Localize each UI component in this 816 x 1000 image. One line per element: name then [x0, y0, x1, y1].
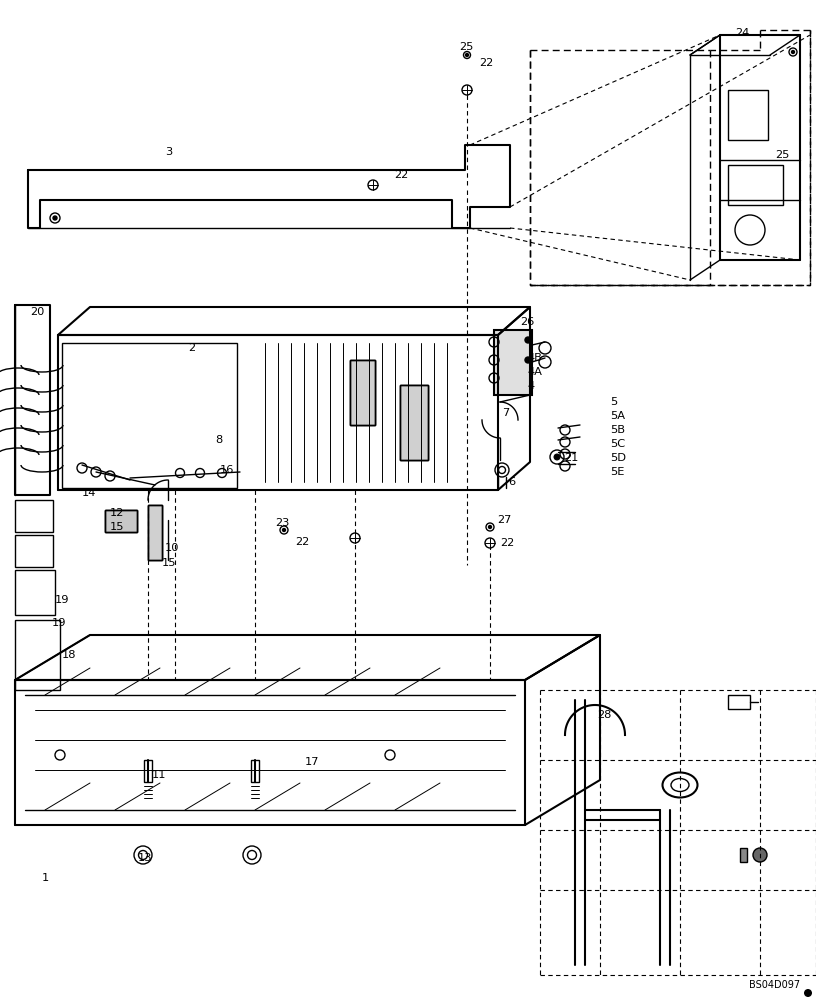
Text: 17: 17	[305, 757, 320, 767]
Text: 4: 4	[528, 381, 535, 391]
Text: 10: 10	[165, 543, 180, 553]
Text: 22: 22	[394, 170, 408, 180]
Bar	[144, 760, 152, 782]
Bar	[350, 360, 375, 425]
Bar	[400, 385, 428, 460]
Bar	[15, 500, 53, 532]
Bar	[740, 848, 747, 862]
Circle shape	[525, 337, 531, 343]
Bar	[400, 385, 428, 460]
Bar	[494, 330, 532, 395]
Text: 7: 7	[502, 408, 509, 418]
Text: 21: 21	[564, 453, 579, 463]
Bar	[148, 505, 162, 560]
Bar	[728, 90, 768, 140]
Text: 20: 20	[30, 307, 44, 317]
Text: BS04D097: BS04D097	[749, 980, 800, 990]
Text: 28: 28	[597, 710, 611, 720]
Circle shape	[804, 989, 812, 997]
Circle shape	[53, 216, 57, 220]
Text: 15: 15	[110, 522, 125, 532]
Text: 8: 8	[215, 435, 222, 445]
Text: 22: 22	[500, 538, 514, 548]
Text: 25: 25	[775, 150, 789, 160]
Circle shape	[525, 357, 531, 363]
Bar	[15, 620, 60, 690]
Text: 6: 6	[508, 477, 515, 487]
Text: 22: 22	[295, 537, 309, 547]
Bar	[728, 165, 783, 205]
Bar	[105, 510, 137, 532]
Text: 5: 5	[610, 397, 617, 407]
Text: 25: 25	[459, 42, 473, 52]
Circle shape	[753, 848, 767, 862]
Text: 1: 1	[42, 873, 49, 883]
Text: 5C: 5C	[610, 439, 625, 449]
Bar	[148, 505, 162, 560]
Text: 5A: 5A	[610, 411, 625, 421]
Bar	[400, 385, 428, 460]
Text: 5E: 5E	[610, 467, 624, 477]
Circle shape	[282, 528, 286, 532]
Text: 4A: 4A	[528, 367, 543, 377]
Text: 3: 3	[165, 147, 172, 157]
Bar	[15, 535, 53, 567]
Bar	[15, 570, 55, 615]
Bar	[728, 695, 750, 709]
Circle shape	[465, 53, 468, 56]
Text: 4B: 4B	[528, 353, 543, 363]
Circle shape	[792, 50, 795, 53]
Text: 16: 16	[220, 465, 234, 475]
Text: 12: 12	[110, 508, 124, 518]
Text: 5D: 5D	[610, 453, 626, 463]
Text: 19: 19	[52, 618, 66, 628]
Circle shape	[554, 454, 560, 460]
Text: 11: 11	[152, 770, 166, 780]
Text: 22: 22	[479, 58, 493, 68]
Bar	[105, 510, 137, 532]
Bar	[251, 760, 259, 782]
Bar	[62, 343, 237, 488]
Text: 27: 27	[497, 515, 512, 525]
Text: 15: 15	[162, 558, 176, 568]
Bar	[350, 360, 375, 425]
Bar	[105, 510, 137, 532]
Circle shape	[489, 526, 491, 528]
Text: 24: 24	[735, 28, 749, 38]
Text: 5B: 5B	[610, 425, 625, 435]
Text: 18: 18	[62, 650, 77, 660]
Text: 19: 19	[55, 595, 69, 605]
Text: 26: 26	[520, 317, 534, 327]
Text: 2: 2	[188, 343, 195, 353]
Text: 14: 14	[82, 488, 96, 498]
Bar	[350, 360, 375, 425]
Bar	[148, 505, 162, 560]
Text: 23: 23	[275, 518, 290, 528]
Text: 13: 13	[138, 853, 153, 863]
